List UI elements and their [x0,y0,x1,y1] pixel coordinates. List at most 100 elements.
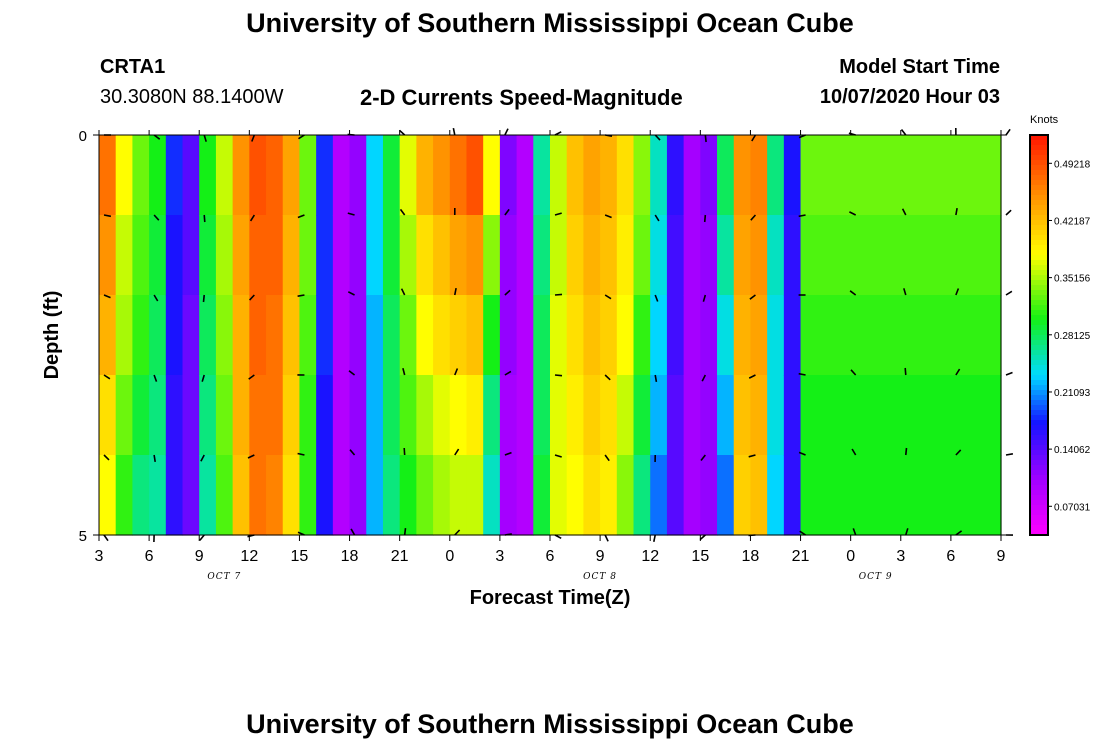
current-vector-arrow [604,374,611,381]
heatmap-cell [99,135,117,216]
heatmap-cell [499,375,518,456]
current-vector-arrow [153,374,158,382]
colorbar-segment [1030,160,1048,166]
current-vector-arrow [247,454,255,459]
heatmap-cell [533,375,551,456]
current-vector-arrow [1005,128,1011,136]
heatmap-cell [199,135,217,216]
heatmap-cell [550,135,568,216]
heatmap-cell [483,215,501,296]
current-vector-arrow [454,529,461,536]
heatmap-cell [433,215,451,296]
current-vector-arrow [1005,209,1012,216]
heatmap-cell [733,135,752,216]
heatmap-cell [633,215,651,296]
x-tick-label: 3 [95,548,104,565]
x-tick-label: 0 [445,548,454,565]
heatmap-cell [182,135,200,216]
heatmap-cell [316,215,334,296]
colorbar-segment [1030,270,1048,276]
heatmap-cell [115,455,133,536]
current-vector-arrow [350,528,356,536]
current-vector-arrow [199,534,205,541]
current-vector-arrow [1005,371,1013,376]
heatmap-cell [800,295,1002,376]
colorbar-segment [1030,255,1048,261]
colorbar-segment [1030,275,1048,281]
heatmap-cell [349,375,367,456]
heatmap-cell [332,135,351,216]
heatmap-cell [466,295,484,376]
current-vector-arrow [654,294,659,302]
heatmap-cell [266,135,284,216]
current-vector-arrow [748,454,756,458]
heatmap-cell [449,135,468,216]
heatmap-cell [533,135,551,216]
heatmap-cell [650,295,668,376]
colorbar-segment [1030,475,1048,481]
heatmap-cell [399,295,417,376]
colorbar-segment [1030,485,1048,491]
heatmap-cell [366,135,384,216]
heatmap-cell [550,455,568,536]
heatmap-cell [466,135,484,216]
x-tick-label: 15 [691,548,709,565]
x-tick-label: 21 [792,548,810,565]
current-vector-arrow [297,531,305,536]
current-vector-arrow [904,447,908,456]
colorbar-segment [1030,425,1048,431]
colorbar-segment [1030,290,1048,296]
heatmap-cell [566,455,584,536]
heatmap-cell [232,215,250,296]
current-vector-arrow [604,294,612,300]
colorbar-segment [1030,525,1048,531]
current-vector-arrow [905,528,909,536]
heatmap-cell [783,375,802,456]
current-vector-arrow [955,530,963,536]
colorbar-segment [1030,325,1048,331]
colorbar-tick-label: 0.21093 [1054,388,1091,399]
current-vector-arrow [452,127,456,136]
current-vector-arrow [798,451,806,456]
current-vector-arrow [298,134,305,140]
heatmap-cell [316,295,334,376]
colorbar-segment [1030,170,1048,176]
heatmap-cell [282,455,301,536]
current-vector-arrow [153,134,161,140]
colorbar-segment [1030,390,1048,396]
colorbar-segment [1030,520,1048,526]
colorbar-segment [1030,510,1048,516]
colorbar-segment [1030,445,1048,451]
heatmap-cell [416,215,434,296]
current-vector-arrow [402,367,406,376]
current-vector-arrow [852,528,857,536]
current-vector-arrow [153,214,160,221]
current-vector-arrow [554,454,562,458]
heatmap-cell [165,375,184,456]
x-tick-label: 3 [495,548,504,565]
heatmap-cell [499,215,518,296]
current-vector-arrow [504,370,512,376]
heatmap-cell [633,135,651,216]
heatmap-cell [516,295,534,376]
heatmap-cell [750,375,768,456]
heatmap-cell [683,135,701,216]
colorbar-segment [1030,220,1048,226]
heatmap-cell [700,295,718,376]
x-tick-label: 9 [195,548,204,565]
current-vector-arrow [554,534,562,540]
heatmap-cell [282,375,301,456]
heatmap-cell [249,455,267,536]
heatmap-cell [717,215,735,296]
current-vector-arrow [153,294,159,302]
heatmap-cell [282,215,301,296]
heatmap-cell [633,375,651,456]
date-label: OCT 9 [859,572,893,582]
colorbar-segment [1030,315,1048,321]
colorbar-segment [1030,490,1048,496]
current-vector-arrow [703,214,707,223]
heatmap-cell [199,215,217,296]
heatmap-cell [499,295,518,376]
current-vector-arrow [955,288,960,296]
heatmap-cell [165,295,184,376]
